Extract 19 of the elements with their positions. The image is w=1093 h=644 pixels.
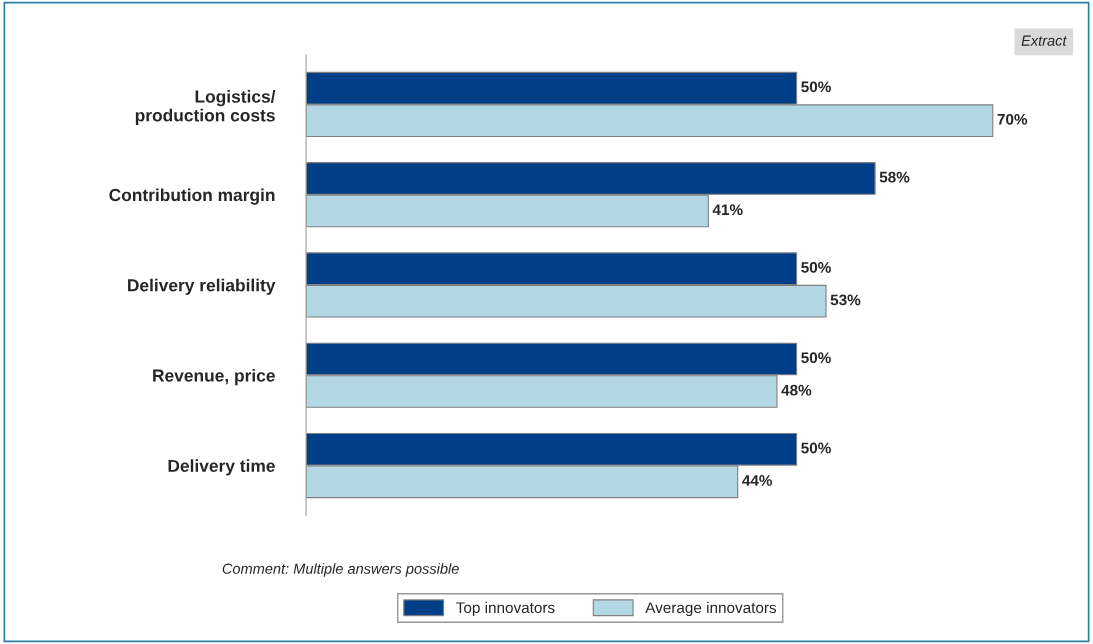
y-tick-label: Revenue, price <box>153 368 275 386</box>
y-tick-label: Delivery time <box>168 459 275 476</box>
data-label: 44% <box>742 475 773 486</box>
data-label: 50% <box>801 81 831 93</box>
y-tick-label: Contribution margin <box>109 188 275 205</box>
data-label: 50% <box>801 262 831 273</box>
legend-label: Top innovators <box>456 601 555 617</box>
data-label: 50% <box>801 352 831 364</box>
data-label: 50% <box>801 442 831 454</box>
text: Extract <box>1021 35 1068 46</box>
data-label: 58% <box>879 171 910 183</box>
y-tick-label: Delivery reliability <box>128 278 276 295</box>
data-label: 41% <box>712 204 743 216</box>
y-tick-label: Logistics/ production costs <box>135 89 276 125</box>
data-label: 70% <box>997 113 1028 125</box>
text: Comment: Multiple answers possible <box>222 563 459 577</box>
data-label: 48% <box>781 384 812 396</box>
legend-label: Average innovators <box>645 601 777 617</box>
data-label: 53% <box>830 294 861 306</box>
